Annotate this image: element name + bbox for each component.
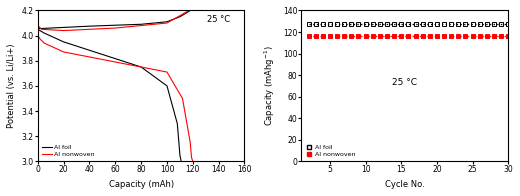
Legend: Al foil, Al nonwoven: Al foil, Al nonwoven: [41, 144, 96, 158]
Y-axis label: Potential (vs. Li/Li+): Potential (vs. Li/Li+): [7, 44, 16, 128]
Legend: Al foil, Al nonwoven: Al foil, Al nonwoven: [305, 144, 356, 158]
Text: 25 °C: 25 °C: [392, 78, 418, 87]
Y-axis label: Capacity (mAhg$^{-1}$): Capacity (mAhg$^{-1}$): [263, 46, 277, 126]
X-axis label: Capacity (mAh): Capacity (mAh): [109, 180, 174, 189]
X-axis label: Cycle No.: Cycle No.: [385, 180, 425, 189]
Text: 25 °C: 25 °C: [207, 15, 230, 24]
